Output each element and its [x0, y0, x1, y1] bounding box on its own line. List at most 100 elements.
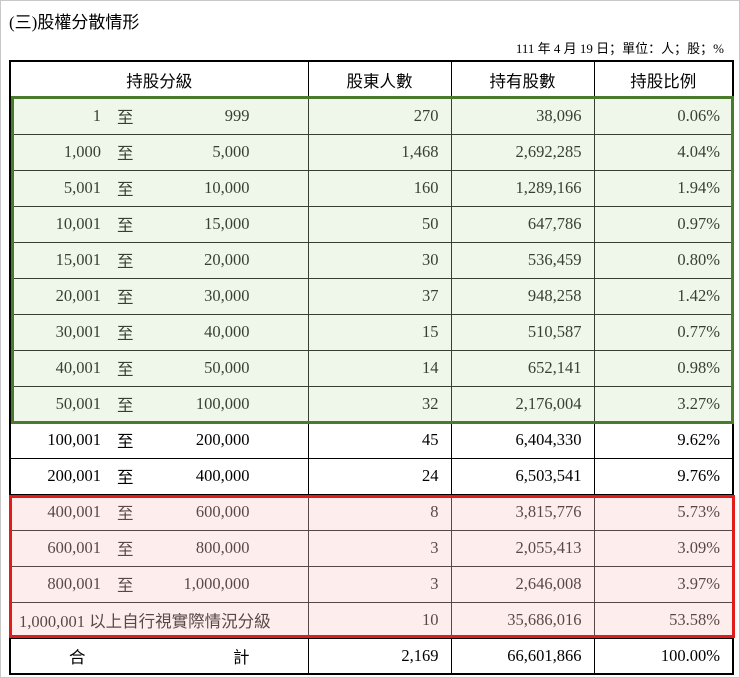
level-cell: 800,001 至 1,000,000 — [9, 565, 309, 603]
total-holders: 2,169 — [307, 637, 452, 675]
shareholding-distribution-table: 持股分級 股東人數 持有股數 持股比例 1 至 999 270 38,096 0.06% 1… — [9, 60, 734, 675]
level-to-separator: 至 — [117, 324, 134, 343]
shares-cell: 6,503,541 — [450, 457, 595, 495]
holders-cell: 24 — [307, 457, 452, 495]
level-from: 1 — [92, 106, 101, 125]
holders-cell: 37 — [307, 277, 452, 315]
table-row: 15,001 至 20,000 30 536,459 0.80% — [9, 241, 734, 279]
level-from: 15,001 — [55, 250, 101, 269]
holders-cell: 32 — [307, 385, 452, 423]
shares-cell: 948,258 — [450, 277, 595, 315]
level-to-separator: 至 — [117, 396, 134, 415]
level-from: 600,001 — [47, 538, 101, 557]
level-cell: 40,001 至 50,000 — [9, 349, 309, 387]
level-to-separator: 至 — [117, 180, 134, 199]
level-cell: 10,001 至 15,000 — [9, 205, 309, 243]
holders-cell: 1,468 — [307, 133, 452, 171]
shares-cell: 6,404,330 — [450, 421, 595, 459]
percentage-cell: 3.27% — [593, 385, 734, 423]
holders-cell: 3 — [307, 529, 452, 567]
level-to-separator: 至 — [117, 576, 134, 595]
level-from: 200,001 — [47, 466, 101, 485]
level-from: 40,001 — [55, 358, 101, 377]
level-cell: 30,001 至 40,000 — [9, 313, 309, 351]
percentage-cell: 4.04% — [593, 133, 734, 171]
holders-cell: 15 — [307, 313, 452, 351]
level-to-separator: 至 — [117, 540, 134, 559]
level-to-separator: 至 — [117, 432, 134, 451]
shares-cell: 2,055,413 — [450, 529, 595, 567]
level-to: 600,000 — [195, 502, 250, 521]
table-row: 800,001 至 1,000,000 3 2,646,008 3.97% — [9, 565, 734, 603]
shares-cell: 35,686,016 — [450, 601, 595, 639]
table-row: 1 至 999 270 38,096 0.06% — [9, 97, 734, 135]
level-from: 10,001 — [55, 214, 101, 233]
level-to: 400,000 — [195, 466, 250, 485]
table-row: 600,001 至 800,000 3 2,055,413 3.09% — [9, 529, 734, 567]
holders-cell: 45 — [307, 421, 452, 459]
header-shares: 持有股數 — [450, 60, 595, 99]
percentage-cell: 0.77% — [593, 313, 734, 351]
table-row: 50,001 至 100,000 32 2,176,004 3.27% — [9, 385, 734, 423]
table-row: 1,000,001 以上自行視實際情況分級 10 35,686,016 53.58% — [9, 601, 734, 639]
table-row: 1,000 至 5,000 1,468 2,692,285 4.04% — [9, 133, 734, 171]
level-to: 800,000 — [195, 538, 250, 557]
level-from: 100,001 — [47, 430, 101, 449]
unit-note: 111 年 4 月 19 日；單位：人；股；% — [515, 41, 724, 56]
level-from: 400,001 — [47, 502, 101, 521]
shares-cell: 2,176,004 — [450, 385, 595, 423]
table-row: 200,001 至 400,000 24 6,503,541 9.76% — [9, 457, 734, 495]
level-from: 20,001 — [55, 286, 101, 305]
level-cell: 15,001 至 20,000 — [9, 241, 309, 279]
table-row: 5,001 至 10,000 160 1,289,166 1.94% — [9, 169, 734, 207]
shares-cell: 652,141 — [450, 349, 595, 387]
level-cell: 5,001 至 10,000 — [9, 169, 309, 207]
level-cell: 50,001 至 100,000 — [9, 385, 309, 423]
level-cell: 1,000,001 以上自行視實際情況分級 — [9, 601, 309, 639]
percentage-cell: 0.80% — [593, 241, 734, 279]
level-to: 40,000 — [204, 322, 250, 341]
level-to-separator: 至 — [117, 216, 134, 235]
table-row: 400,001 至 600,000 8 3,815,776 5.73% — [9, 493, 734, 531]
level-to-separator: 至 — [117, 252, 134, 271]
level-from: 30,001 — [55, 322, 101, 341]
total-row: 合計 2,169 66,601,866 100.00% — [9, 637, 734, 675]
level-to-separator: 至 — [117, 144, 134, 163]
level-to: 200,000 — [195, 430, 250, 449]
holders-cell: 270 — [307, 97, 452, 135]
holders-cell: 8 — [307, 493, 452, 531]
table-row: 10,001 至 15,000 50 647,786 0.97% — [9, 205, 734, 243]
percentage-cell: 0.98% — [593, 349, 734, 387]
percentage-cell: 53.58% — [593, 601, 734, 639]
holders-cell: 50 — [307, 205, 452, 243]
shares-cell: 3,815,776 — [450, 493, 595, 531]
percentage-cell: 0.97% — [593, 205, 734, 243]
level-to: 100,000 — [195, 394, 250, 413]
holders-cell: 30 — [307, 241, 452, 279]
level-from: 5,001 — [63, 178, 101, 197]
level-cell: 600,001 至 800,000 — [9, 529, 309, 567]
table-row: 40,001 至 50,000 14 652,141 0.98% — [9, 349, 734, 387]
total-label-a: 合 — [69, 647, 86, 667]
percentage-cell: 0.06% — [593, 97, 734, 135]
level-to: 10,000 — [204, 178, 250, 197]
level-cell: 1,000 至 5,000 — [9, 133, 309, 171]
level-to-separator: 至 — [117, 108, 134, 127]
total-label-b: 計 — [233, 647, 250, 667]
level-to: 30,000 — [204, 286, 250, 305]
level-cell: 20,001 至 30,000 — [9, 277, 309, 315]
header-row: 持股分級 股東人數 持有股數 持股比例 — [9, 60, 734, 99]
level-to: 1,000,000 — [183, 574, 250, 593]
holders-cell: 10 — [307, 601, 452, 639]
percentage-cell: 1.94% — [593, 169, 734, 207]
level-from: 50,001 — [55, 394, 101, 413]
shares-cell: 2,692,285 — [450, 133, 595, 171]
table-body: 1 至 999 270 38,096 0.06% 1,000 至 5,000 1,468 2,692… — [9, 97, 734, 675]
level-to: 999 — [224, 106, 250, 125]
total-percentage: 100.00% — [593, 637, 734, 675]
header-percentage: 持股比例 — [593, 60, 734, 99]
percentage-cell: 9.76% — [593, 457, 734, 495]
level-cell: 400,001 至 600,000 — [9, 493, 309, 531]
table-row: 30,001 至 40,000 15 510,587 0.77% — [9, 313, 734, 351]
level-cell: 1 至 999 — [9, 97, 309, 135]
